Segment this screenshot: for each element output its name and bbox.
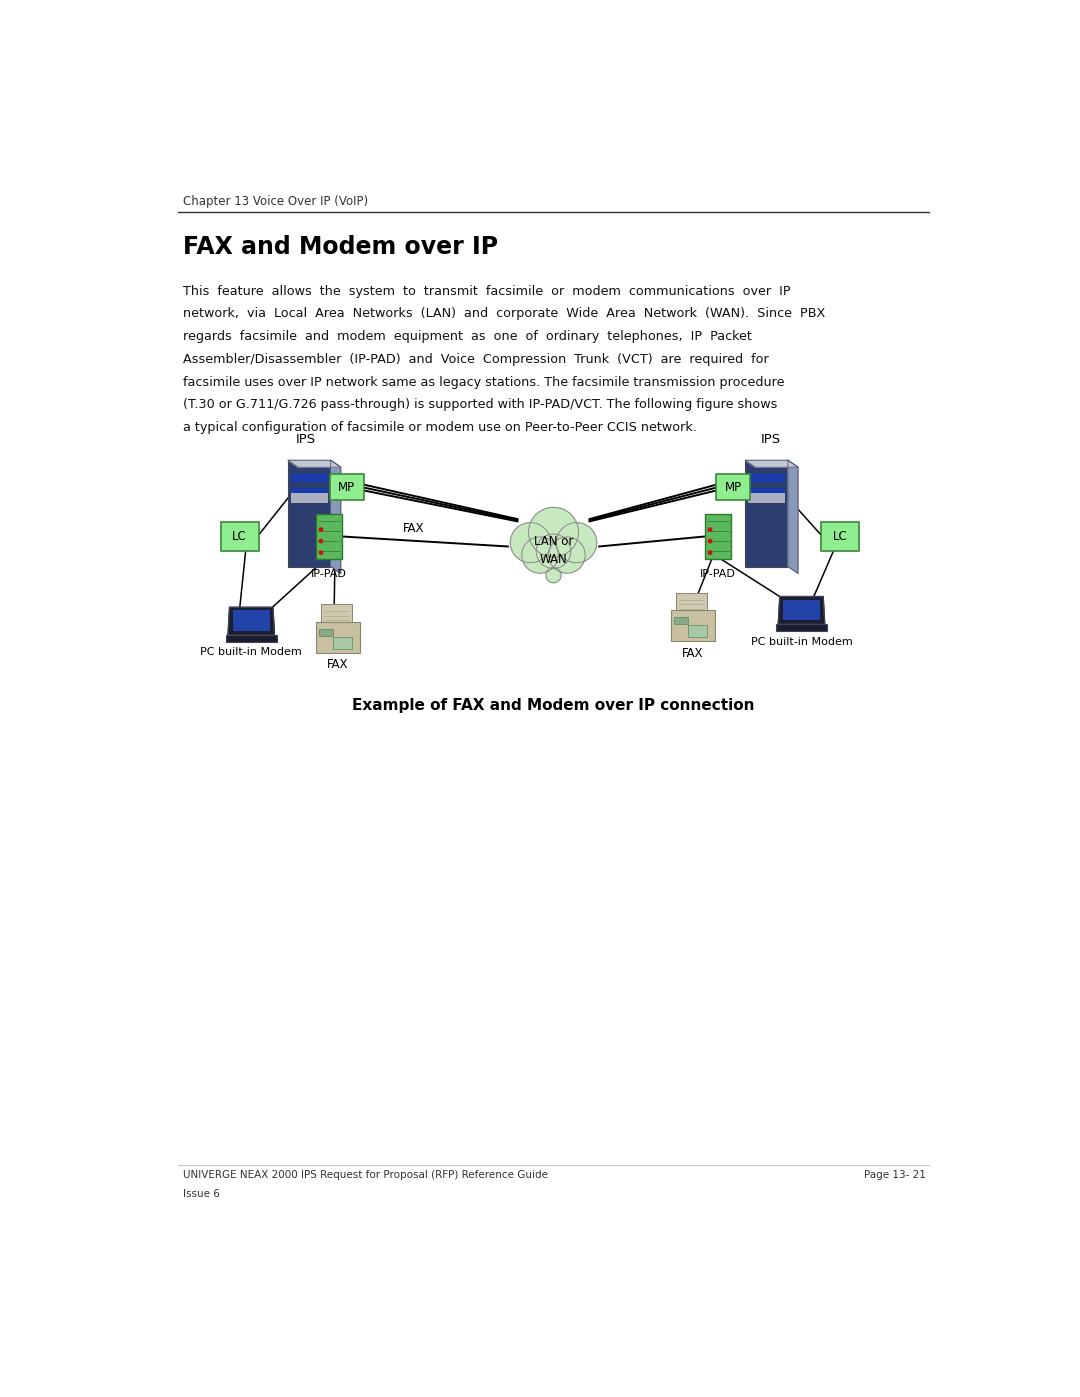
Polygon shape: [779, 597, 825, 624]
Circle shape: [708, 539, 712, 543]
Circle shape: [528, 507, 579, 557]
Text: Chapter 13 Voice Over IP (VoIP): Chapter 13 Voice Over IP (VoIP): [183, 194, 368, 208]
Text: network,  via  Local  Area  Networks  (LAN)  and  corporate  Wide  Area  Network: network, via Local Area Networks (LAN) a…: [183, 307, 825, 320]
FancyBboxPatch shape: [316, 622, 360, 652]
Circle shape: [522, 536, 558, 573]
FancyBboxPatch shape: [783, 599, 820, 620]
Text: MP: MP: [338, 481, 355, 493]
Circle shape: [549, 536, 585, 573]
Text: Page 13- 21: Page 13- 21: [864, 1171, 926, 1180]
Circle shape: [320, 550, 323, 555]
Text: PC built-in Modem: PC built-in Modem: [751, 637, 852, 647]
Text: IPS: IPS: [296, 433, 315, 447]
Text: Assembler/Disassembler  (IP-PAD)  and  Voice  Compression  Trunk  (VCT)  are  re: Assembler/Disassembler (IP-PAD) and Voic…: [183, 353, 769, 366]
FancyBboxPatch shape: [704, 514, 731, 559]
Text: IP-PAD: IP-PAD: [311, 569, 347, 578]
FancyBboxPatch shape: [775, 624, 827, 631]
FancyBboxPatch shape: [716, 474, 751, 500]
FancyBboxPatch shape: [288, 460, 330, 567]
FancyBboxPatch shape: [315, 514, 342, 559]
Text: FAX: FAX: [403, 522, 424, 535]
Text: (T.30 or G.711/G.726 pass-through) is supported with IP-PAD/VCT. The following f: (T.30 or G.711/G.726 pass-through) is su…: [183, 398, 778, 411]
Polygon shape: [788, 460, 798, 573]
Text: MP: MP: [725, 481, 742, 493]
Text: This  feature  allows  the  system  to  transmit  facsimile  or  modem  communic: This feature allows the system to transm…: [183, 285, 791, 298]
Circle shape: [545, 567, 562, 583]
FancyBboxPatch shape: [748, 488, 785, 496]
FancyBboxPatch shape: [745, 460, 788, 567]
Circle shape: [320, 528, 323, 531]
FancyBboxPatch shape: [334, 637, 352, 648]
FancyBboxPatch shape: [674, 617, 688, 624]
Polygon shape: [228, 608, 274, 636]
Text: UNIVERGE NEAX 2000 IPS Request for Proposal (RFP) Reference Guide: UNIVERGE NEAX 2000 IPS Request for Propo…: [183, 1171, 548, 1180]
FancyBboxPatch shape: [329, 474, 364, 500]
FancyBboxPatch shape: [321, 605, 352, 623]
Circle shape: [320, 539, 323, 543]
FancyBboxPatch shape: [748, 474, 785, 482]
Text: WAN: WAN: [540, 553, 567, 566]
Text: LC: LC: [232, 529, 247, 543]
Text: LC: LC: [833, 529, 848, 543]
Polygon shape: [330, 460, 341, 573]
Text: LAN or: LAN or: [534, 535, 573, 548]
FancyBboxPatch shape: [320, 629, 334, 636]
FancyBboxPatch shape: [676, 592, 707, 612]
Polygon shape: [288, 460, 341, 467]
FancyBboxPatch shape: [292, 474, 327, 482]
FancyBboxPatch shape: [220, 522, 258, 550]
Circle shape: [510, 522, 551, 563]
FancyBboxPatch shape: [748, 493, 785, 503]
FancyBboxPatch shape: [672, 610, 715, 641]
Text: Example of FAX and Modem over IP connection: Example of FAX and Modem over IP connect…: [352, 698, 755, 714]
Text: FAX: FAX: [327, 658, 349, 671]
Text: FAX: FAX: [683, 647, 704, 659]
FancyBboxPatch shape: [292, 493, 327, 503]
FancyBboxPatch shape: [232, 610, 270, 631]
Text: Issue 6: Issue 6: [183, 1189, 220, 1200]
Text: regards  facsimile  and  modem  equipment  as  one  of  ordinary  telephones,  I: regards facsimile and modem equipment as…: [183, 330, 752, 344]
Text: IP-PAD: IP-PAD: [700, 569, 735, 578]
Polygon shape: [745, 460, 798, 467]
Text: FAX and Modem over IP: FAX and Modem over IP: [183, 235, 498, 258]
Text: IPS: IPS: [760, 433, 781, 447]
Text: facsimile uses over IP network same as legacy stations. The facsimile transmissi: facsimile uses over IP network same as l…: [183, 376, 784, 388]
Circle shape: [708, 528, 712, 531]
FancyBboxPatch shape: [688, 624, 707, 637]
FancyBboxPatch shape: [292, 488, 327, 496]
Text: a typical configuration of facsimile or modem use on Peer-to-Peer CCIS network.: a typical configuration of facsimile or …: [183, 420, 697, 434]
Circle shape: [536, 534, 571, 569]
FancyBboxPatch shape: [226, 636, 276, 643]
FancyBboxPatch shape: [821, 522, 860, 550]
Circle shape: [708, 550, 712, 555]
Text: PC built-in Modem: PC built-in Modem: [201, 647, 302, 658]
Circle shape: [556, 522, 597, 563]
